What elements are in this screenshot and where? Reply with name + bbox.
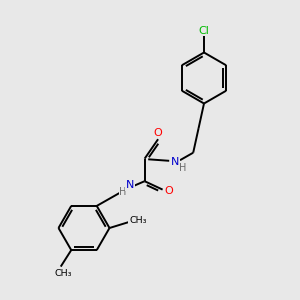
Text: CH₃: CH₃ [129,216,147,225]
Text: O: O [154,128,163,138]
Text: N: N [171,157,179,167]
Text: N: N [125,180,134,190]
Text: CH₃: CH₃ [55,269,73,278]
Text: Cl: Cl [199,26,209,36]
Text: H: H [179,163,187,173]
Text: O: O [165,186,174,196]
Text: H: H [119,187,127,197]
